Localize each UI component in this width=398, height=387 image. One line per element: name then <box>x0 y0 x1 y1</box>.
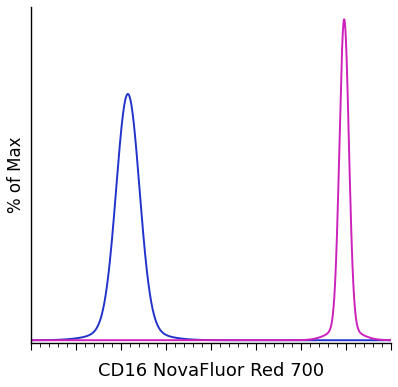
X-axis label: CD16 NovaFluor Red 700: CD16 NovaFluor Red 700 <box>98 362 324 380</box>
Y-axis label: % of Max: % of Max <box>7 137 25 213</box>
